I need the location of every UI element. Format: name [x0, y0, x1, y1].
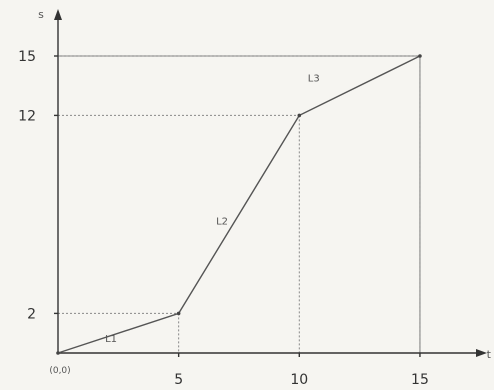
- segment-label-l3: L3: [308, 74, 320, 85]
- segment-label-l2: L2: [216, 216, 228, 227]
- data-series-line-1: [57, 55, 421, 354]
- y-axis-arrow-icon: [54, 9, 62, 20]
- origin-label: (0,0): [49, 366, 70, 376]
- x-tick-label-5: 5: [174, 372, 183, 388]
- data-point-4: [418, 54, 422, 58]
- data-point-3: [297, 113, 302, 118]
- data-point-2: [176, 311, 181, 316]
- x-tick-label-15: 15: [411, 372, 429, 388]
- y-tick-label-2: 2: [27, 306, 36, 322]
- x-tick-label-10: 10: [290, 372, 308, 388]
- y-axis-title: s: [38, 8, 44, 21]
- y-tick-label-12: 12: [18, 108, 36, 124]
- x-axis-arrow-icon: [476, 349, 487, 357]
- x-axis-title: t: [487, 348, 492, 361]
- segment-label-l1: L1: [105, 334, 117, 345]
- data-point-1: [56, 351, 60, 355]
- y-tick-label-15: 15: [18, 49, 36, 65]
- plot-box-border: [58, 55, 421, 353]
